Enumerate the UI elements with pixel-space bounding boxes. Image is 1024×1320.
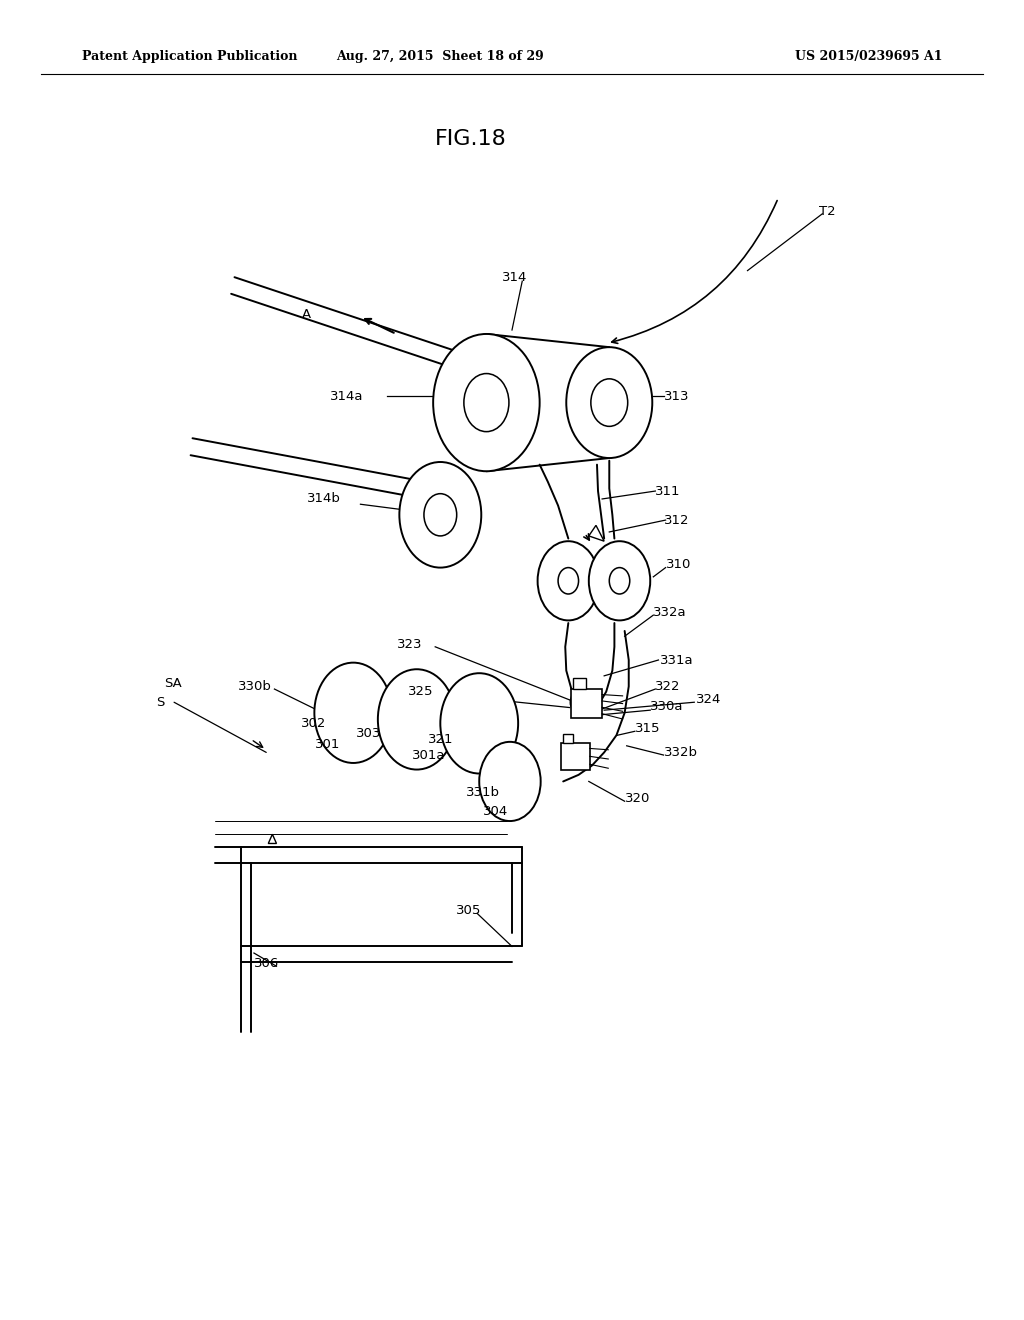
Bar <box>573 678 586 689</box>
Circle shape <box>589 541 650 620</box>
Text: 314: 314 <box>502 271 527 284</box>
Text: 314a: 314a <box>330 389 364 403</box>
Circle shape <box>424 494 457 536</box>
Text: 311: 311 <box>655 484 681 498</box>
Text: A: A <box>302 308 311 321</box>
Circle shape <box>464 374 509 432</box>
Text: 312: 312 <box>664 513 689 527</box>
Text: 331b: 331b <box>466 785 500 799</box>
Circle shape <box>591 379 628 426</box>
Circle shape <box>609 568 630 594</box>
Text: 332b: 332b <box>664 746 697 759</box>
Text: 332a: 332a <box>653 606 687 619</box>
Text: 310: 310 <box>666 558 691 572</box>
Text: 301a: 301a <box>412 748 445 762</box>
Text: 331a: 331a <box>660 653 694 667</box>
Text: 302: 302 <box>301 717 327 730</box>
Circle shape <box>558 568 579 594</box>
Text: T2: T2 <box>819 205 836 218</box>
Bar <box>561 743 590 770</box>
Polygon shape <box>268 834 276 843</box>
Circle shape <box>566 347 652 458</box>
Text: 330a: 330a <box>650 700 684 713</box>
Circle shape <box>570 692 587 713</box>
Text: 323: 323 <box>397 638 423 651</box>
Text: US 2015/0239695 A1: US 2015/0239695 A1 <box>795 50 942 63</box>
Text: FIG.18: FIG.18 <box>435 128 507 149</box>
Text: 301: 301 <box>315 738 341 751</box>
Text: 330b: 330b <box>238 680 271 693</box>
Text: 306: 306 <box>254 957 280 970</box>
Polygon shape <box>589 525 604 541</box>
Text: 324: 324 <box>696 693 722 706</box>
Circle shape <box>314 663 392 763</box>
Text: 325: 325 <box>408 685 433 698</box>
Text: S: S <box>156 696 164 709</box>
Circle shape <box>538 541 599 620</box>
Text: SA: SA <box>164 677 181 690</box>
Text: 314b: 314b <box>307 492 341 506</box>
Text: Patent Application Publication: Patent Application Publication <box>82 50 297 63</box>
Circle shape <box>479 742 541 821</box>
Text: 322: 322 <box>655 680 681 693</box>
Text: 321: 321 <box>428 733 454 746</box>
Text: 304: 304 <box>483 805 509 818</box>
Text: 303: 303 <box>356 727 382 741</box>
Text: 313: 313 <box>664 389 689 403</box>
Circle shape <box>440 673 518 774</box>
Text: 305: 305 <box>456 904 481 917</box>
Text: 320: 320 <box>625 792 650 805</box>
Bar <box>571 689 602 718</box>
Circle shape <box>399 462 481 568</box>
Bar <box>563 734 573 743</box>
Text: Aug. 27, 2015  Sheet 18 of 29: Aug. 27, 2015 Sheet 18 of 29 <box>337 50 544 63</box>
Circle shape <box>378 669 456 770</box>
Text: 315: 315 <box>635 722 660 735</box>
Circle shape <box>433 334 540 471</box>
